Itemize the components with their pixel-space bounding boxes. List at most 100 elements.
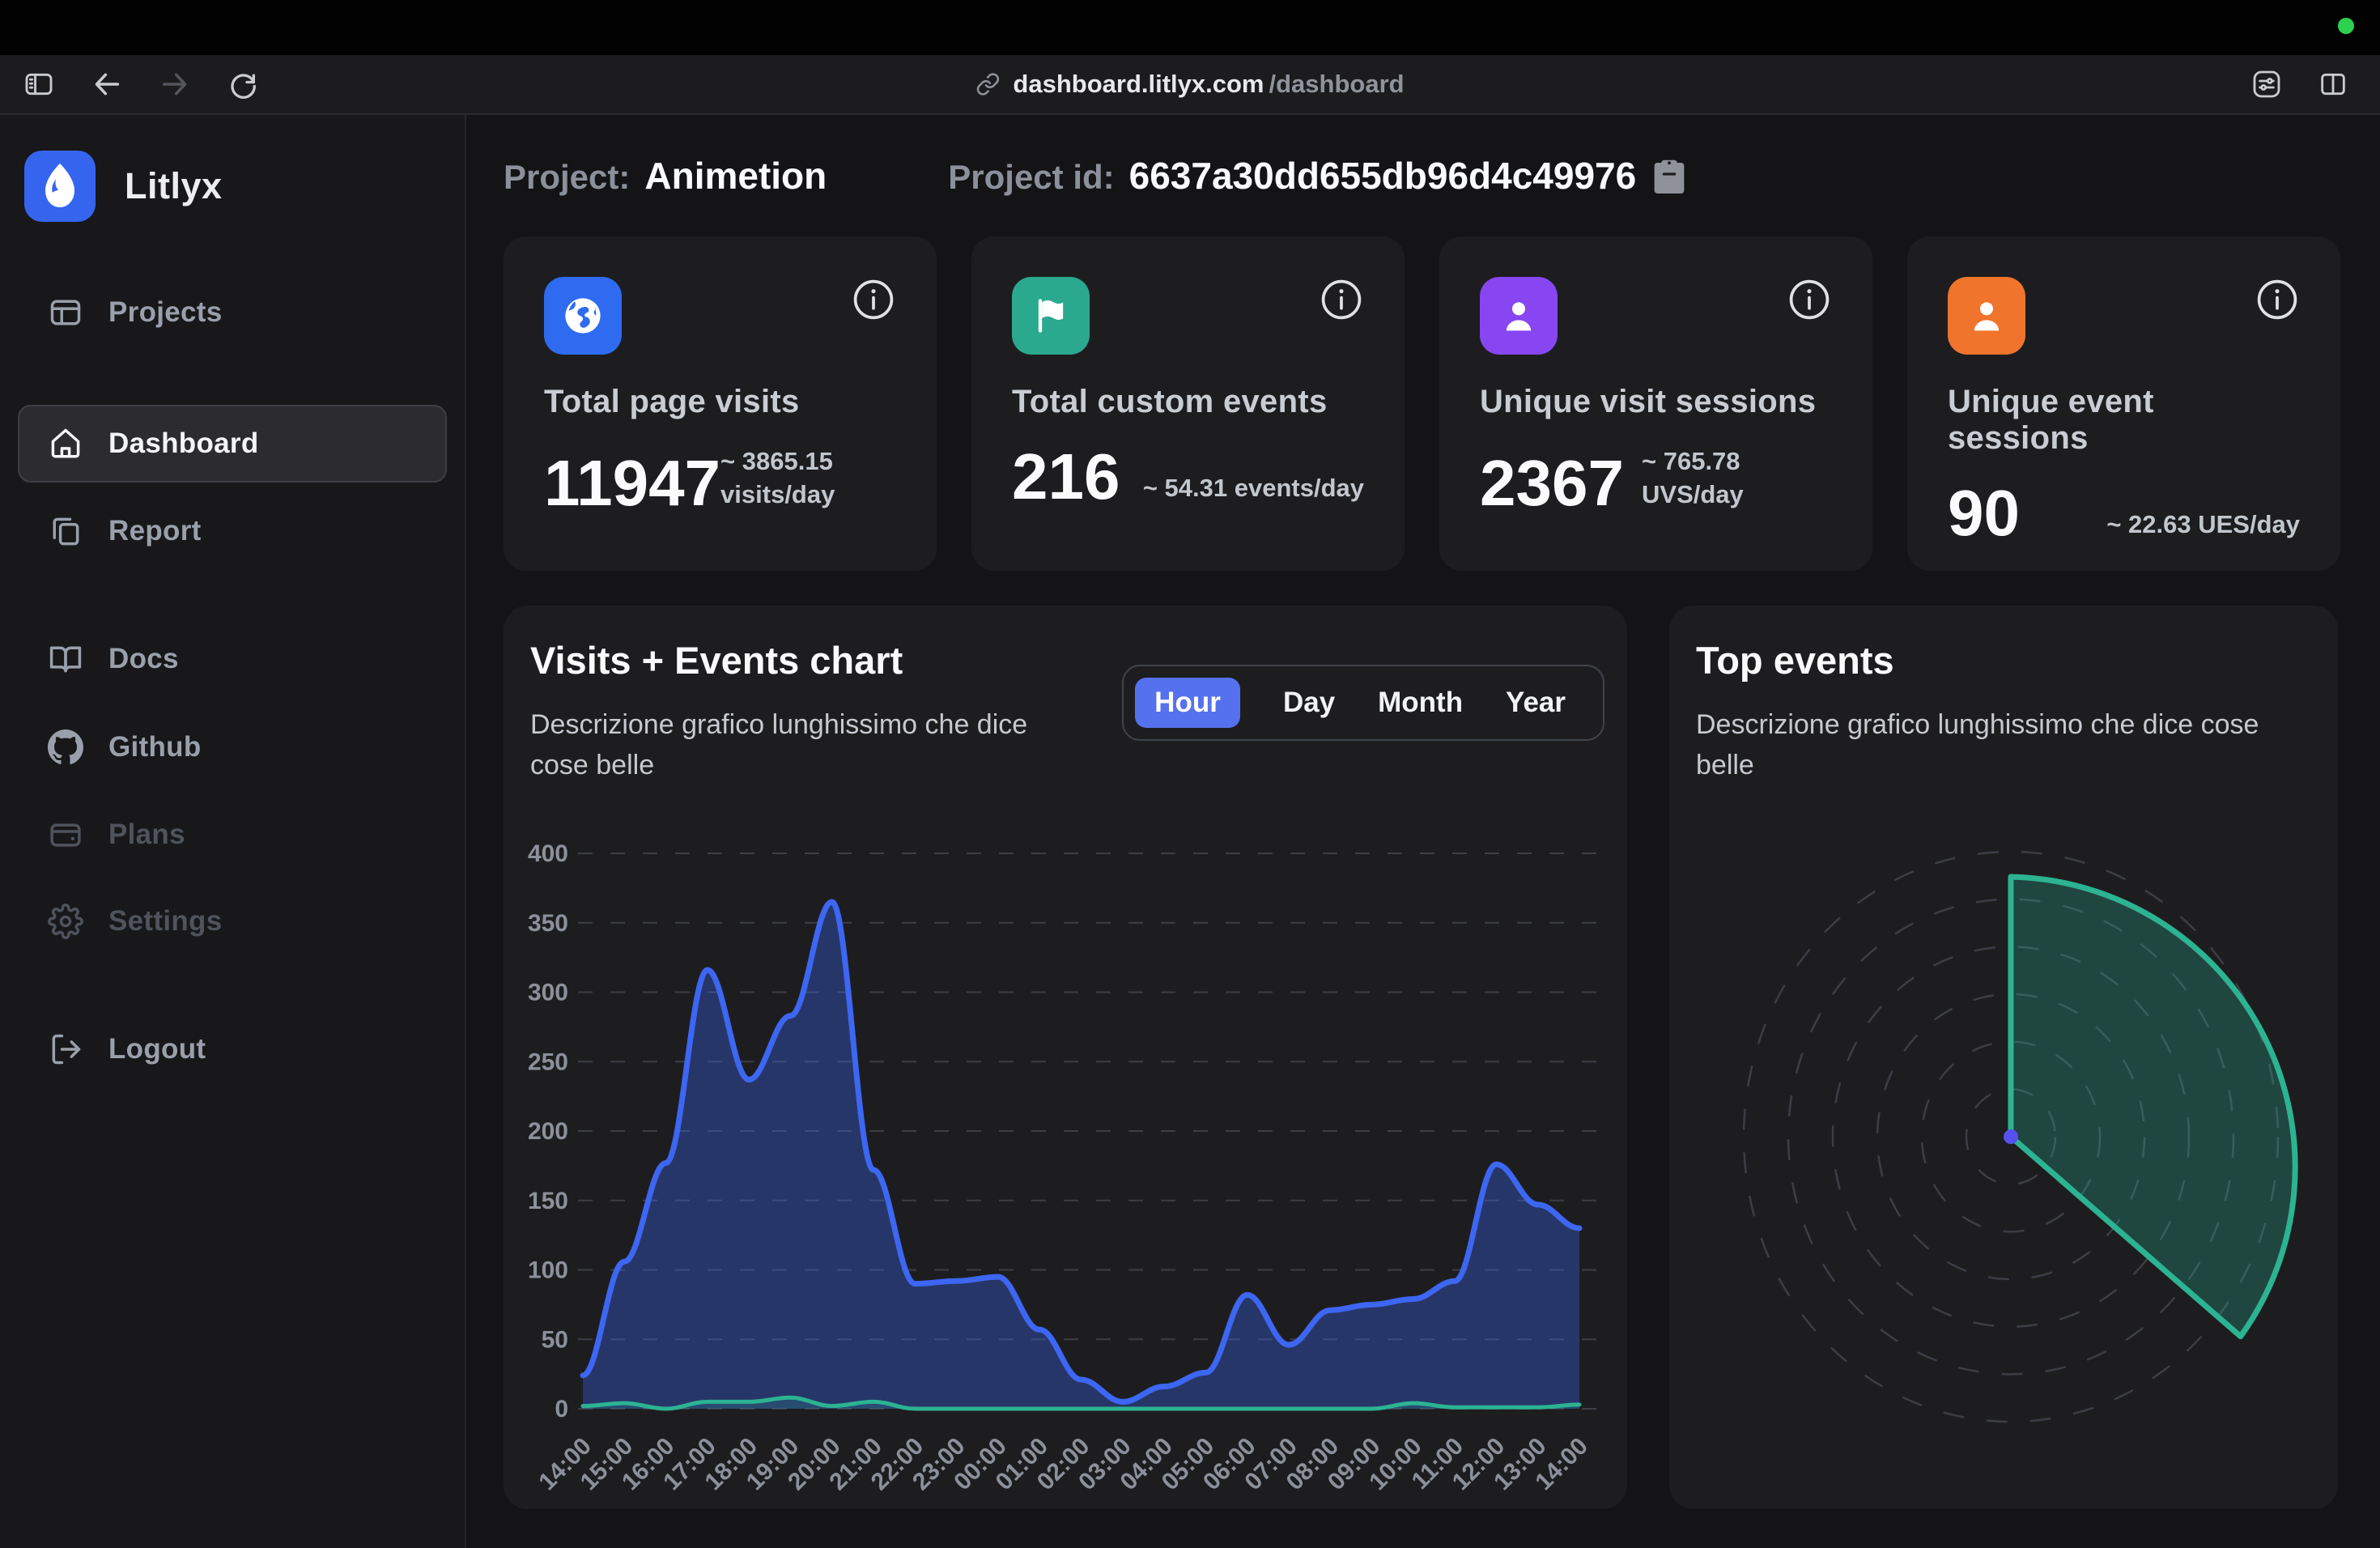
sidebar-item-label: Docs (108, 643, 179, 674)
stat-card-value: 2367 (1480, 447, 1624, 519)
recording-indicator-dot (2338, 18, 2354, 34)
stat-card-total-page-visits: Total page visits 11947 ~ 3865.15 visits… (504, 236, 937, 571)
stat-card-title: Unique event sessions (1948, 384, 2154, 456)
stat-card-value: 90 (1948, 477, 2020, 549)
stat-card-unique-event-sessions: Unique event sessions 90 ~ 22.63 UES/day (1907, 236, 2340, 571)
logout-icon (47, 1031, 84, 1068)
settings-icon (47, 903, 84, 940)
stat-card-value: 11947 (544, 447, 721, 519)
sidebar-item-label: Projects (108, 296, 223, 328)
back-icon[interactable] (89, 66, 125, 102)
info-icon[interactable] (1319, 277, 1364, 322)
globe-icon (544, 277, 622, 355)
tab-hour-active[interactable]: Hour (1135, 678, 1240, 728)
stat-card-value: 216 (1012, 440, 1120, 512)
split-view-icon[interactable] (2315, 66, 2351, 102)
stat-card-title: Total page visits (544, 384, 800, 419)
stat-card-daily-average: ~ 54.31 events/day (1142, 474, 1364, 502)
sidebar-item-projects[interactable]: Projects (18, 274, 447, 351)
tune-icon[interactable] (2249, 66, 2284, 102)
sidebar-item-label: Logout (108, 1033, 206, 1065)
y-axis-label: 50 (542, 1326, 568, 1353)
tab-year[interactable]: Year (1506, 687, 1566, 718)
sidebar-item-label: Github (108, 731, 202, 763)
y-axis-label: 300 (528, 980, 568, 1006)
sidebar-nav: Projects Dashboard Report Docs Github Plans Se… (0, 274, 465, 1088)
y-axis-label: 100 (528, 1257, 568, 1284)
top-events-subtitle: Descrizione grafico lunghissimo che dice… (1696, 709, 2259, 780)
sidebar-item-settings[interactable]: Settings (18, 882, 447, 960)
visits-events-chart-card: Visits + Events chart Descrizione grafic… (504, 606, 1627, 1509)
sidebar-item-logout[interactable]: Logout (18, 1010, 447, 1088)
link-icon (975, 72, 1000, 96)
flame-icon (45, 164, 74, 207)
sidebar-item-report[interactable]: Report (18, 492, 447, 570)
project-id-value: 6637a30dd655db96d4c49976 (1128, 155, 1637, 197)
url-path: /dashboard (1269, 70, 1405, 98)
system-menubar (0, 0, 2380, 55)
brand-name: Litlyx (125, 165, 223, 206)
sidebar-item-docs[interactable]: Docs (18, 620, 447, 698)
stat-card-title: Total custom events (1012, 384, 1328, 419)
info-icon[interactable] (1787, 277, 1832, 322)
top-events-title: Top events (1696, 639, 1894, 682)
litlyx-logo (24, 151, 96, 222)
browser-toolbar: dashboard.litlyx.com/dashboard (0, 55, 2380, 115)
visits-series-line (580, 899, 1583, 1405)
main-content: Project: Animetion Project id: 6637a30dd… (466, 115, 2380, 1548)
plans-icon (47, 816, 84, 853)
clipboard-icon[interactable] (1654, 158, 1685, 194)
page-header: Project: Animetion Project id: 6637a30dd… (504, 154, 1685, 198)
flag-icon (1012, 277, 1090, 355)
tab-day[interactable]: Day (1282, 687, 1336, 718)
sidebar-item-dashboard[interactable]: Dashboard (18, 405, 447, 483)
stat-card-unique-visit-sessions: Unique visit sessions 2367 ~ 765.78 UVS/… (1439, 236, 1872, 571)
visits-chart-subtitle: Descrizione grafico lunghissimo che dice… (530, 709, 1028, 780)
address-bar[interactable]: dashboard.litlyx.com/dashboard (975, 55, 1405, 113)
top-events-polar-chart (1742, 850, 2298, 1423)
home-icon (47, 425, 84, 462)
sidebar-item-github[interactable]: Github (18, 708, 447, 786)
top-events-card: Top events Descrizione grafico lunghissi… (1669, 606, 2338, 1509)
sidebar: Litlyx Projects Dashboard Report Docs Github… (0, 115, 466, 1548)
stat-card-daily-average: ~ 22.63 UES/day (2106, 510, 2300, 538)
reload-icon[interactable] (225, 66, 261, 102)
visits-chart-title: Visits + Events chart (530, 639, 903, 682)
stat-cards-row: Total page visits 11947 ~ 3865.15 visits… (504, 236, 2340, 571)
projects-icon (47, 294, 84, 331)
polar-grid-ring (1787, 898, 2235, 1376)
polar-grid-ring (1965, 1088, 2057, 1185)
y-axis-label: 400 (528, 840, 568, 867)
visits-events-chart: 05010015020025030035040014:0015:0016:001… (528, 840, 1598, 1495)
project-label: Project: (504, 158, 631, 196)
sidebar-item-label: Dashboard (108, 427, 259, 459)
y-axis-label: 200 (528, 1118, 568, 1145)
sidebar-item-label: Report (108, 515, 202, 546)
polar-center-dot (2004, 1129, 2018, 1144)
tab-month[interactable]: Month (1378, 687, 1464, 718)
url-host: dashboard.litlyx.com (1013, 70, 1264, 98)
docs-icon (47, 640, 84, 678)
sidebar-item-label: Plans (108, 819, 185, 850)
y-axis-label: 0 (555, 1396, 568, 1423)
sidebar-item-plans[interactable]: Plans (18, 796, 447, 874)
sidebar-toggle-icon[interactable] (21, 66, 57, 102)
stat-card-daily-average: ~ 3865.15 visits/day (720, 447, 835, 508)
y-axis-label: 350 (528, 910, 568, 937)
polar-grid-ring (1876, 993, 2146, 1281)
events-series-line (580, 1395, 1582, 1411)
stat-card-title: Unique visit sessions (1480, 384, 1817, 419)
polar-grid-ring (1742, 850, 2280, 1423)
info-icon[interactable] (2255, 277, 2300, 322)
visits-series-area (583, 902, 1579, 1409)
sidebar-item-label: Settings (108, 905, 223, 937)
y-axis-label: 250 (528, 1048, 568, 1075)
forward-icon[interactable] (157, 66, 193, 102)
stat-card-daily-average: ~ 765.78 UVS/day (1642, 447, 1744, 508)
project-name: Animetion (644, 155, 827, 197)
stat-card-total-custom-events: Total custom events 216 ~ 54.31 events/d… (971, 236, 1405, 571)
time-range-tabs: Hour Day Month Year (1122, 665, 1604, 741)
report-icon (47, 512, 84, 550)
info-icon[interactable] (851, 277, 896, 322)
user-icon (1948, 277, 2025, 355)
